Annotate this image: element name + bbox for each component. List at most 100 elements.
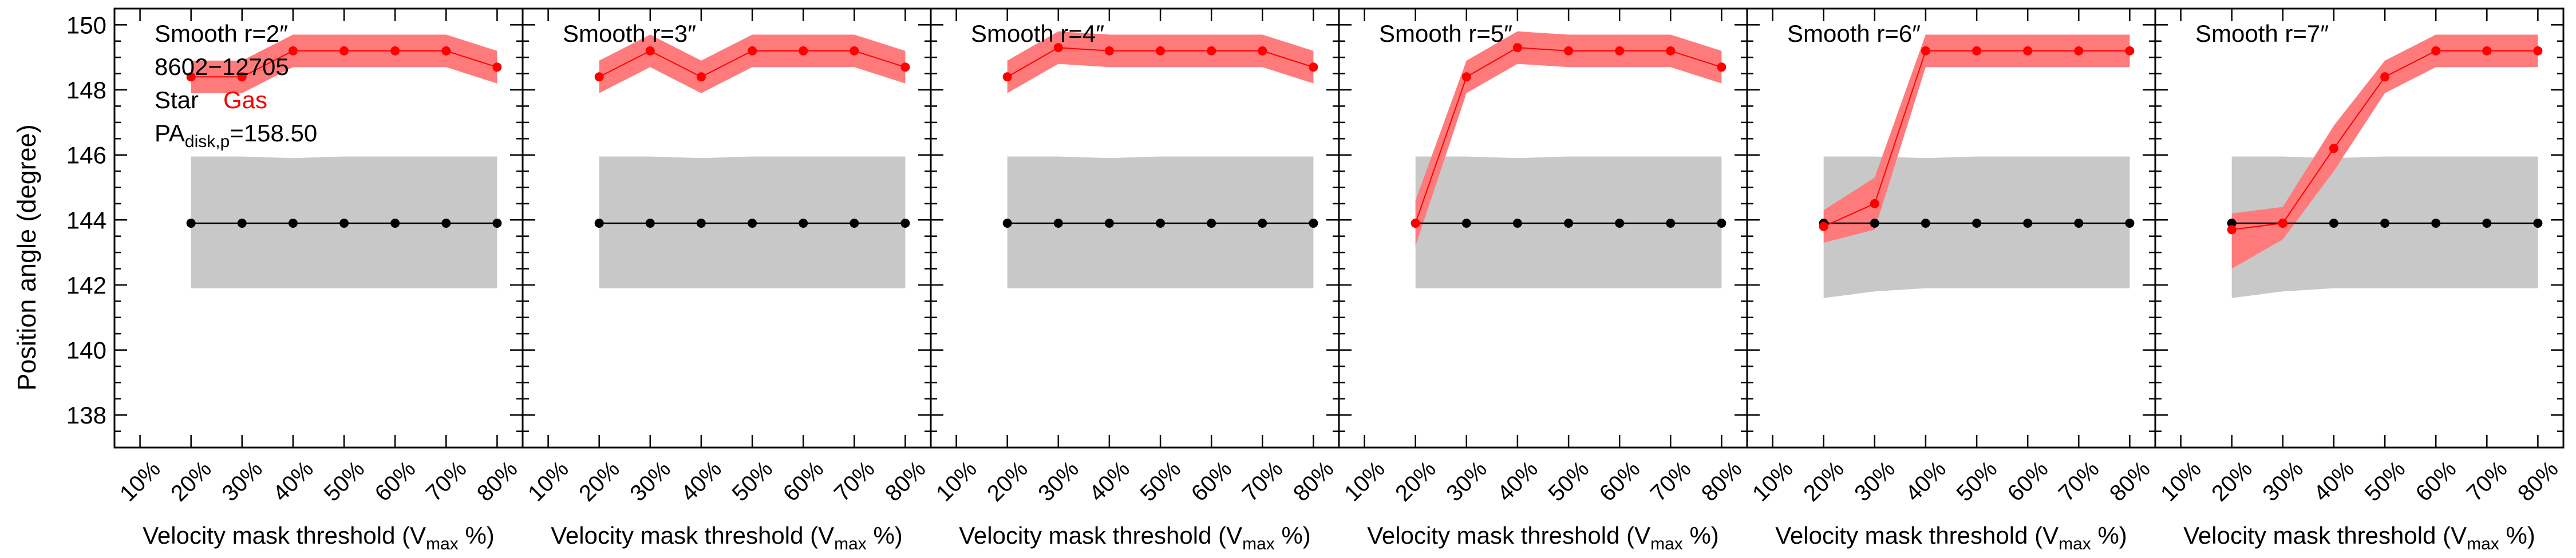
gas-data-point xyxy=(2533,46,2543,56)
star-data-point xyxy=(2074,219,2084,228)
star-data-point xyxy=(1104,219,1114,228)
gas-data-point xyxy=(1819,221,1828,231)
star-data-point xyxy=(696,219,706,228)
star-data-point xyxy=(390,219,400,228)
x-tick-label: 50% xyxy=(1136,456,1186,506)
gas-data-point xyxy=(1921,46,1930,56)
y-tick-label: 138 xyxy=(66,402,106,429)
star-data-point xyxy=(2533,219,2543,228)
x-axis-label: Velocity mask threshold (Vmax %) xyxy=(2183,522,2535,553)
x-tick-label: 60% xyxy=(1187,456,1237,506)
panel-2: 10% 20% 30% 40% 50% 60% 70% 80% Smooth r=3″ Veloc… xyxy=(521,7,932,553)
panel-4: 10% 20% 30% 40% 50% 60% 70% 80% Smooth r=5″ Veloc… xyxy=(1338,7,1748,553)
x-axis-label-subscript: max xyxy=(2059,535,2091,553)
x-tick-label: 10% xyxy=(1748,456,1798,506)
star-data-point xyxy=(850,219,859,228)
star-data-point xyxy=(441,219,451,228)
panel-1: 138 140 142 144 146 148 150 10% 20% 30% 40% 50% 60% 7… xyxy=(66,7,524,553)
x-tick-label: 80% xyxy=(1289,456,1339,506)
panel-6: 10% 20% 30% 40% 50% 60% 70% 80% Smooth r=7″ Veloc… xyxy=(2154,7,2565,553)
panel-title: Smooth r=5″ xyxy=(1379,20,1512,47)
star-data-point xyxy=(1921,219,1930,228)
star-data-point xyxy=(1972,219,1982,228)
star-data-point xyxy=(1717,219,1726,228)
gas-data-point xyxy=(1870,199,1879,208)
x-tick-label: 10% xyxy=(2156,456,2206,506)
star-data-point xyxy=(1156,219,1165,228)
gas-error-band xyxy=(191,34,497,93)
x-tick-label: 20% xyxy=(1390,456,1441,506)
x-axis-label-main: Velocity mask threshold (V xyxy=(2183,522,2467,549)
gas-data-point xyxy=(1512,43,1522,53)
gas-data-point xyxy=(2329,144,2338,153)
star-data-point xyxy=(1053,219,1063,228)
panel-title: Smooth r=2″ xyxy=(155,20,288,47)
x-tick-label: 10% xyxy=(115,456,165,506)
x-tick-label: 70% xyxy=(1646,456,1696,506)
gas-data-point xyxy=(390,46,400,56)
x-tick-label: 50% xyxy=(728,456,778,506)
gas-data-point xyxy=(1717,62,1726,72)
x-axis-label-subscript: max xyxy=(426,535,459,553)
gas-data-point xyxy=(2023,46,2033,56)
panel-3: 10% 20% 30% 40% 50% 60% 70% 80% Smooth r=4″ Veloc… xyxy=(930,7,1340,553)
gas-data-point xyxy=(1615,46,1625,56)
y-tick-label: 142 xyxy=(66,272,106,299)
x-tick-label: 20% xyxy=(1799,456,1849,506)
x-axis-label-tail: %) xyxy=(2499,522,2535,549)
x-tick-label: 80% xyxy=(880,456,931,506)
y-axis-label: Position angle (degree) xyxy=(12,124,41,390)
gas-data-point xyxy=(850,46,859,56)
x-tick-label: 60% xyxy=(2411,456,2462,506)
star-data-point xyxy=(645,219,655,228)
star-data-point xyxy=(2125,219,2135,228)
gas-data-point xyxy=(1258,46,1267,56)
x-tick-label: 10% xyxy=(1340,456,1390,506)
gas-data-point xyxy=(186,72,196,82)
star-data-point xyxy=(1002,219,1012,228)
x-axis-label-tail: %) xyxy=(1683,522,1719,549)
gas-error-band xyxy=(1415,31,1722,246)
gas-data-point xyxy=(1002,72,1012,82)
gas-data-point xyxy=(900,62,910,72)
gas-error-band xyxy=(1823,34,2130,243)
x-tick-label: 60% xyxy=(779,456,829,506)
x-tick-label: 70% xyxy=(2462,456,2512,506)
x-tick-label: 70% xyxy=(2054,456,2104,506)
panel-5: 10% 20% 30% 40% 50% 60% 70% 80% Smooth r=6″ Veloc… xyxy=(1746,7,2156,553)
x-tick-label: 30% xyxy=(1850,456,1900,506)
gas-data-point xyxy=(1564,46,1574,56)
pa-label: PAdisk,p=158.50 xyxy=(155,120,317,151)
gas-data-point xyxy=(2125,46,2135,56)
gas-data-point xyxy=(1104,46,1114,56)
gas-error-band xyxy=(2231,34,2538,269)
x-axis-label-main: Velocity mask threshold (V xyxy=(143,522,426,549)
x-tick-label: 70% xyxy=(1238,456,1288,506)
star-data-point xyxy=(2023,219,2033,228)
x-axis-label: Velocity mask threshold (Vmax %) xyxy=(959,522,1311,553)
x-tick-label: 30% xyxy=(217,456,267,506)
star-data-point xyxy=(2431,219,2441,228)
y-tick-label: 150 xyxy=(66,11,106,38)
gas-data-point xyxy=(645,46,655,56)
panel-title: Smooth r=4″ xyxy=(971,20,1104,47)
gas-data-point xyxy=(1411,219,1420,228)
gas-data-point xyxy=(237,72,247,82)
gas-data-point xyxy=(441,46,451,56)
x-tick-label: 80% xyxy=(2105,456,2155,506)
gas-data-point xyxy=(339,46,349,56)
star-data-point xyxy=(748,219,757,228)
panel-title: Smooth r=7″ xyxy=(2195,20,2329,47)
star-data-point xyxy=(2227,219,2237,228)
gas-data-point xyxy=(2074,46,2084,56)
x-tick-label: 40% xyxy=(676,456,726,506)
y-tick-label: 140 xyxy=(66,337,106,364)
star-data-point xyxy=(1309,219,1318,228)
gas-error-band xyxy=(599,34,906,93)
x-axis-label-subscript: max xyxy=(1242,535,1275,553)
gas-data-point xyxy=(2380,72,2390,82)
x-tick-label: 50% xyxy=(2360,456,2411,506)
x-axis-label-subscript: max xyxy=(834,535,867,553)
gas-data-point xyxy=(492,62,502,72)
x-axis-label-subscript: max xyxy=(2467,535,2499,553)
